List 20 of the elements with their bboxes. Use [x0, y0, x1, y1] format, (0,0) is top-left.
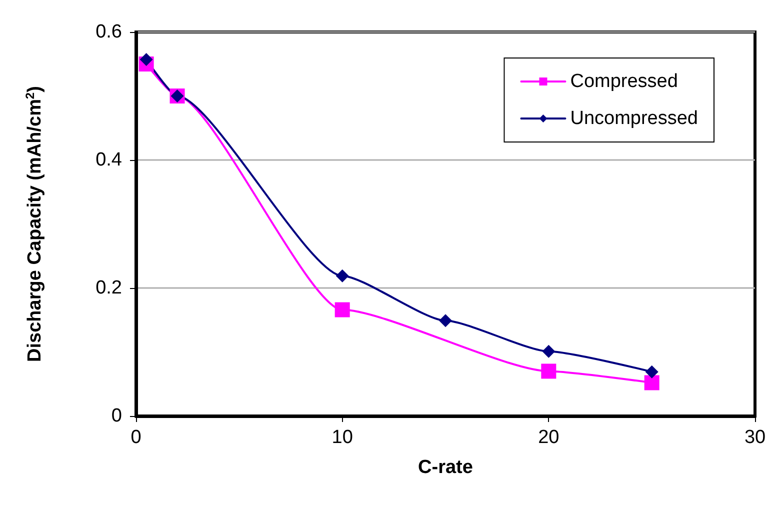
- y-axis-title: Discharge Capacity (mAh/cm2): [23, 86, 46, 362]
- legend-label: Uncompressed: [570, 108, 698, 129]
- x-tick-label: 30: [744, 427, 766, 448]
- point: [334, 302, 350, 318]
- x-tick-label: 20: [538, 427, 560, 448]
- legend-label: Compressed: [570, 71, 678, 92]
- point: [140, 53, 153, 66]
- x-axis-title: C-rate: [418, 457, 473, 478]
- point: [439, 314, 452, 328]
- y-tick-label: 0.6: [96, 22, 122, 42]
- point: [541, 364, 556, 379]
- point: [542, 344, 556, 358]
- point: [644, 375, 660, 390]
- y-tick-label: 0.2: [96, 278, 122, 298]
- point: [336, 269, 349, 282]
- x-tick-label: 10: [332, 427, 353, 448]
- x-tick-label: 0: [130, 427, 142, 448]
- y-tick-label: 0.4: [96, 150, 122, 170]
- y-tick-label: 0: [111, 406, 122, 426]
- point: [645, 365, 658, 378]
